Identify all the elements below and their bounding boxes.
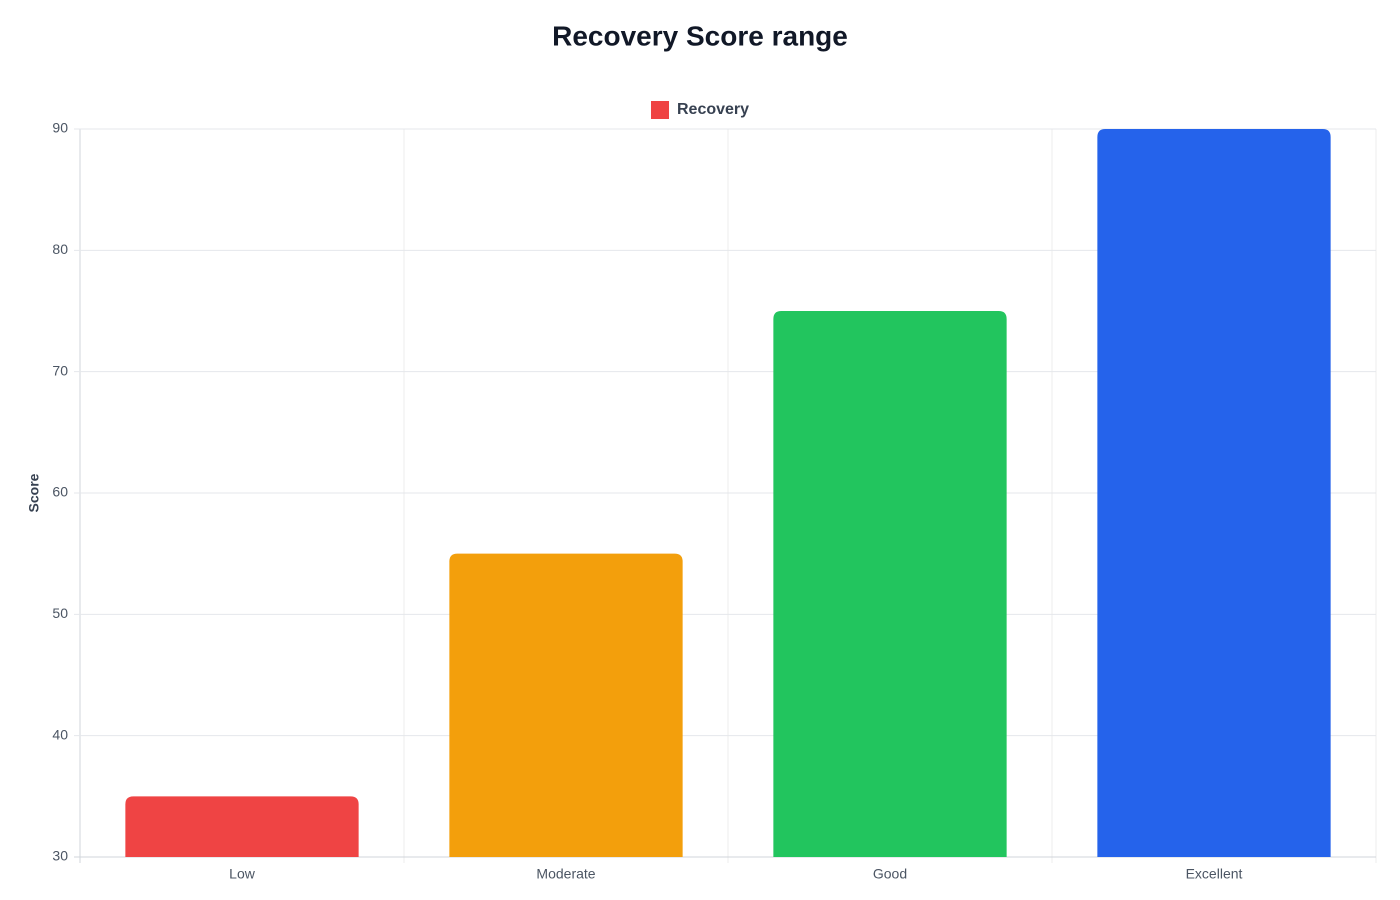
y-tick-label: 30	[52, 848, 68, 864]
y-tick-label: 70	[52, 362, 68, 378]
y-axis-label: Score	[26, 473, 42, 512]
chart-title: Recovery Score range	[552, 20, 848, 51]
y-tick-label: 80	[52, 241, 68, 257]
bar	[773, 311, 1007, 857]
y-tick-label: 40	[52, 726, 68, 742]
y-tick-label: 90	[52, 120, 68, 136]
bar	[449, 553, 683, 857]
bar	[125, 796, 359, 857]
x-tick-label: Good	[873, 866, 907, 882]
y-tick-label: 60	[52, 484, 68, 500]
legend-swatch	[651, 101, 669, 119]
x-tick-label: Excellent	[1186, 866, 1243, 882]
y-tick-label: 50	[52, 605, 68, 621]
legend-label: Recovery	[677, 101, 749, 118]
x-tick-label: Moderate	[536, 866, 595, 882]
bar	[1097, 129, 1331, 857]
x-tick-label: Low	[229, 866, 256, 882]
